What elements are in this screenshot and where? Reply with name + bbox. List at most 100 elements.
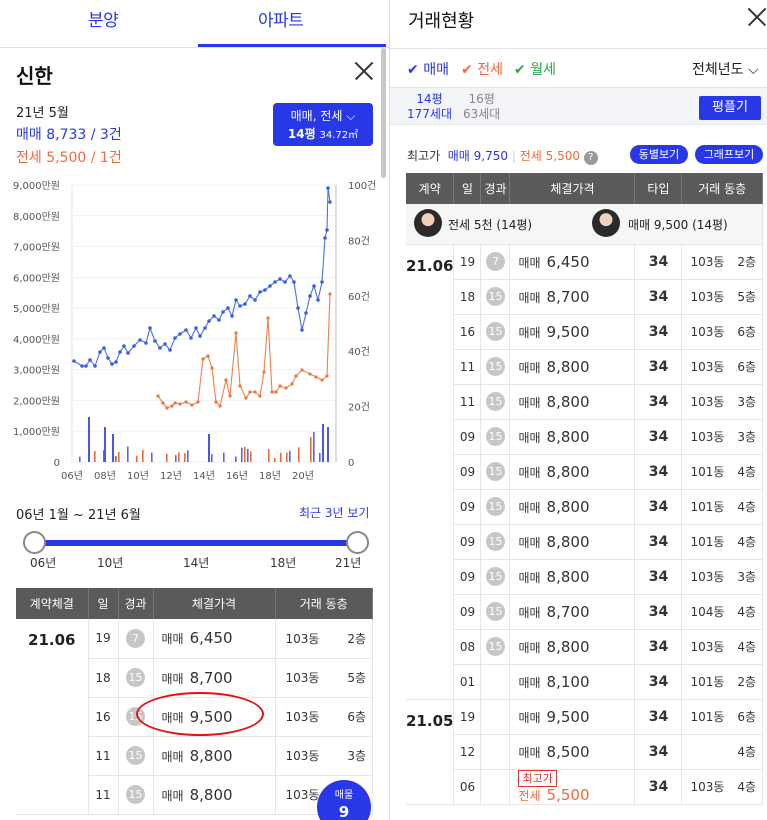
floorplan-button[interactable]: 평플기	[699, 96, 761, 120]
floor: 4층	[737, 465, 756, 479]
table-row[interactable]: 11 15 매매 8,800 103동 3층	[16, 736, 373, 776]
trade-type: 매매	[161, 749, 184, 764]
size-tab-14[interactable]: 14평 177세대	[407, 92, 452, 122]
trade-price: 9,500	[546, 707, 590, 726]
sale-point	[328, 200, 332, 204]
filter-jeonse-check[interactable]: ✔ 전세	[461, 59, 503, 79]
listings-fab[interactable]: 매물 9	[317, 780, 371, 820]
dong: 103동	[285, 671, 320, 685]
dong-floor-cell: 101동 4층	[681, 454, 763, 490]
table-row[interactable]: 09 15 매매 8,800 34 101동 4층	[406, 524, 763, 560]
lease-point	[206, 354, 210, 358]
type-cell: 34	[634, 314, 683, 350]
type-cell: 34	[634, 769, 683, 805]
table-row[interactable]: 16 15 매매 9,500 34 103동 6층	[406, 314, 763, 350]
close-icon[interactable]	[355, 62, 373, 80]
close-icon[interactable]	[748, 8, 766, 26]
table-row[interactable]: 09 15 매매 8,800 34 101동 4층	[406, 489, 763, 525]
dong: 104동	[690, 605, 725, 619]
avatar	[592, 209, 620, 237]
recent-3y-link[interactable]: 최근 3년 보기	[299, 506, 370, 520]
elapsed-cell: 15	[118, 775, 154, 815]
range-slider-start-handle[interactable]	[23, 531, 46, 554]
chevron-down-icon: ⌵	[346, 109, 356, 123]
sale-point	[258, 290, 262, 294]
table-row[interactable]: 09 15 매매 8,800 34 101동 4층	[406, 454, 763, 490]
sale-point	[102, 346, 106, 350]
day-cell: 11	[453, 384, 482, 420]
table-row[interactable]: 18 15 매매 8,700 34 103동 5층	[406, 279, 763, 315]
type-size-selector[interactable]: 매매, 전세 ⌵ 14평 34.72㎡	[273, 103, 373, 146]
by-dong-button[interactable]: 동별보기	[630, 145, 688, 164]
high-price-tag: 최고가	[518, 769, 557, 787]
elapsed-badge: 15	[485, 637, 505, 656]
sale-point	[292, 280, 296, 284]
volume-bar	[88, 417, 90, 462]
table-row[interactable]: 21.05 19 매매 9,500 34 101동 6층	[406, 699, 763, 805]
elapsed-cell: 15	[480, 454, 511, 490]
y-tick-label: 5,000만원	[13, 303, 60, 315]
table-row[interactable]: 21.06 19 7 매매 6,450 103동 2층	[16, 619, 373, 815]
trade-type: 매매	[518, 395, 541, 410]
range-slider-track	[34, 540, 357, 546]
trade-type: 매매	[518, 500, 541, 515]
year-dropdown-label: 전체년도	[692, 62, 744, 78]
dong: 103동	[690, 290, 725, 304]
volume-bar	[104, 427, 106, 462]
day-cell: 18	[453, 279, 482, 315]
volume-bar	[247, 449, 249, 462]
y2-tick-label: 0	[348, 458, 354, 469]
size-tab-16[interactable]: 16평 63세대	[463, 92, 500, 122]
sale-price-line	[73, 187, 331, 368]
trade-price: 6,450	[546, 252, 590, 271]
elapsed-cell: 15	[480, 489, 511, 525]
lease-point	[170, 404, 174, 408]
table-row[interactable]: 11 15 매매 8,800 103동	[16, 775, 373, 815]
table-row[interactable]: 11 15 매매 8,800 34 103동 6층	[406, 349, 763, 385]
trade-price: 8,700	[189, 668, 233, 687]
tab-presale[interactable]: 분양	[88, 11, 119, 31]
table-row[interactable]: 09 15 매매 8,700 34 104동 4층	[406, 594, 763, 630]
trade-type: 매매	[518, 465, 541, 480]
volume-bar	[280, 452, 282, 462]
summary-date: 21년 5월	[16, 106, 69, 121]
plot-frame	[71, 184, 337, 463]
sale-point	[189, 336, 193, 340]
sale-point	[238, 304, 242, 308]
price-chart: 9,000만원 8,000만원 7,000만원 6,000만원 5,000만원 4,000…	[13, 180, 376, 482]
day-cell: 09	[453, 524, 482, 560]
table-row[interactable]: 11 15 매매 8,800 34 103동 3층	[406, 384, 763, 420]
day-cell: 09	[453, 559, 482, 595]
table-row[interactable]: 09 15 매매 8,800 34 103동 3층	[406, 559, 763, 595]
filter-sale-check[interactable]: ✔ 매매	[407, 59, 449, 79]
year-dropdown[interactable]: 전체년도 ⌵	[692, 59, 759, 79]
table-row[interactable]: 01 매매 8,100 34 101동 2층	[406, 664, 763, 700]
table-row[interactable]: 06 최고가 전세 5,500 34 103동 4층	[406, 769, 763, 805]
floor: 4층	[737, 640, 756, 654]
graph-view-button[interactable]: 그래프보기	[695, 145, 763, 164]
type-cell: 34	[634, 454, 683, 490]
volume-bar	[241, 447, 243, 462]
scrollbar[interactable]	[381, 48, 386, 178]
table-row[interactable]: 12 매매 8,500 34 4층	[406, 734, 763, 770]
dong: 101동	[690, 675, 725, 689]
tab-apartment[interactable]: 아파트	[258, 11, 304, 31]
col-header: 체결가격	[509, 173, 636, 204]
dong-floor-cell: 103동 6층	[681, 314, 763, 350]
volume-bar	[151, 452, 153, 462]
dong-floor-cell: 103동 5층	[275, 658, 373, 698]
type-cell: 34	[634, 349, 683, 385]
filter-sale-label: 매매	[423, 62, 449, 78]
table-row[interactable]: 21.06 19 7 매매 6,450 34 103동 2층	[406, 244, 763, 700]
sale-point	[126, 351, 130, 355]
elapsed-cell: 15	[480, 524, 511, 560]
table-row[interactable]: 09 15 매매 8,800 34 103동 3층	[406, 419, 763, 455]
x-tick-label: 12년	[160, 470, 182, 482]
dong-floor-cell: 4층	[681, 734, 763, 770]
filter-monthly-check[interactable]: ✔ 월세	[514, 59, 556, 79]
table-row[interactable]: 08 15 매매 8,800 34 103동 4층	[406, 629, 763, 665]
help-icon[interactable]: ?	[583, 151, 598, 165]
y-tick-label: 7,000만원	[13, 242, 60, 254]
range-slider-end-handle[interactable]	[346, 531, 369, 554]
lease-point	[248, 390, 252, 394]
